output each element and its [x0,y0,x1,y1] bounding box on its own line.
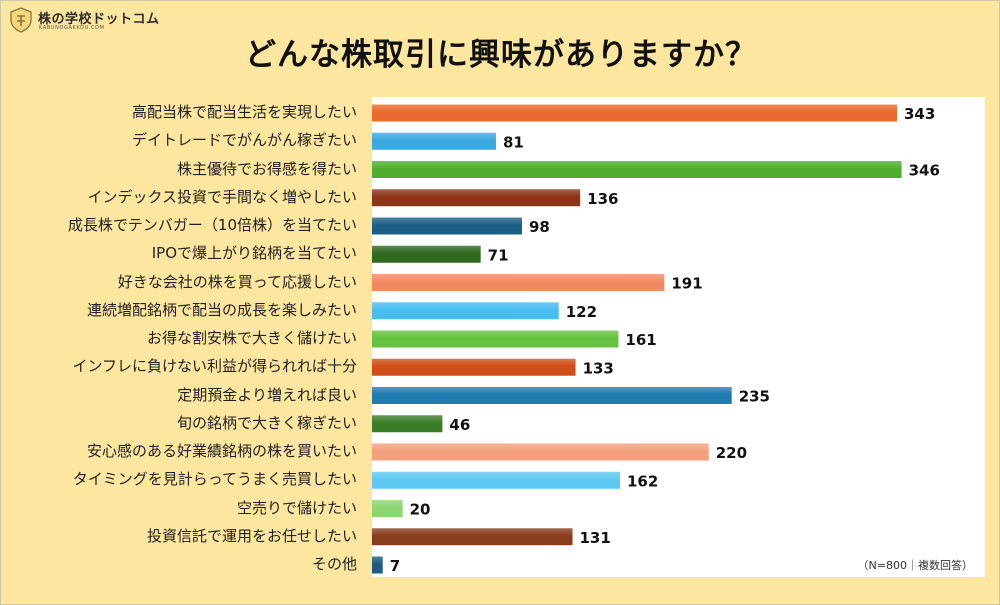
bar-value-label: 343 [904,105,935,123]
bar-0 [372,104,897,122]
brand-name: 株の学校ドットコム [38,12,160,27]
bar-4 [372,217,522,235]
plot-area: 343 81 346 136 98 71 191 122 161 133 235 46 220 162 20… [372,97,985,577]
bar-10 [372,387,732,404]
bar-1 [372,132,496,150]
bar-9 [372,358,576,376]
bar-8 [372,330,619,348]
bar-value-label: 131 [580,529,611,547]
brand-subtitle: KABUNOGAKKOU.COM [39,25,105,31]
bar-value-label: 162 [627,472,658,490]
brand-logo: 株の学校ドットコム KABUNOGAKKOU.COM [9,7,169,35]
bar-12 [372,443,709,461]
bar-value-label: 133 [583,359,614,377]
bar-15 [372,528,573,546]
bar-14 [372,500,403,517]
bar-value-label: 235 [739,388,770,406]
bar-value-label: 191 [671,275,702,293]
bar-2 [372,161,902,178]
bar-7 [372,302,559,320]
bar-value-label: 220 [716,444,747,462]
bar-16 [372,556,383,574]
bar-11 [372,415,443,433]
bar-value-label: 98 [529,218,550,236]
bar-value-label: 71 [488,246,509,264]
bar-value-label: 122 [566,303,597,321]
bar-chart: 343 81 346 136 98 71 191 122 161 133 235 46 220 162 20… [372,104,940,575]
bar-13 [372,471,620,489]
bar-value-label: 136 [587,190,618,208]
bar-value-label: 81 [503,133,524,151]
bar-6 [372,274,665,291]
chart-title: どんな株取引に興味がありますか？ [245,37,757,73]
bar-value-label: 7 [390,557,400,575]
bar-value-label: 346 [909,162,940,180]
bar-value-label: 46 [449,416,470,434]
bar-value-label: 161 [625,331,656,349]
bar-5 [372,245,481,263]
bar-value-label: 20 [410,501,431,519]
sample-size-note: （N=800｜複数回答） [857,559,973,572]
shield-logo-icon [10,7,32,33]
bar-3 [372,189,581,207]
